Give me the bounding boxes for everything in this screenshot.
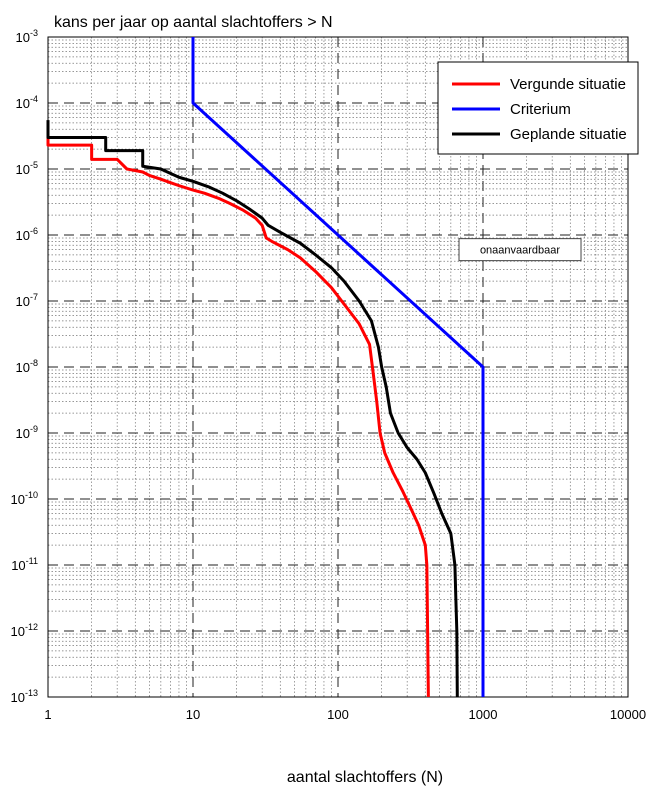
x-tick-label-3: 1000 — [469, 707, 498, 722]
y-tick-label-0: 10-3 — [16, 28, 38, 45]
y-ticks: 10-3 10-4 10-5 10-6 10-7 10-8 10-9 10-10 10-11 10… — [11, 28, 38, 705]
y-tick-label-2: 10-5 — [16, 160, 38, 177]
series-group — [46, 37, 485, 698]
y-tick-label-7: 10-10 — [11, 490, 38, 507]
y-tick-label-6: 10-9 — [16, 424, 38, 441]
legend: Vergunde situatie Criterium Geplande situa… — [437, 61, 639, 155]
legend-label-0: Vergunde situatie — [510, 76, 626, 93]
y-tick-label-4: 10-7 — [16, 292, 38, 309]
annotation-box — [458, 238, 582, 262]
legend-label-1: Criterium — [510, 101, 571, 118]
legend-label-2: Geplande situatie — [510, 126, 627, 143]
plot-frame — [47, 36, 629, 698]
y-tick-label-9: 10-12 — [11, 622, 38, 639]
annotation: onaanvaardbaar — [458, 238, 582, 262]
y-tick-label-5: 10-8 — [16, 358, 38, 375]
y-tick-label-1: 10-4 — [16, 94, 38, 111]
y-tick-label-8: 10-11 — [11, 556, 38, 573]
x-tick-label-4: 10000 — [610, 707, 646, 722]
x-tick-label-1: 10 — [186, 707, 200, 722]
x-axis-label: aantal slachtoffers (N) — [287, 769, 443, 786]
x-tick-label-2: 100 — [327, 707, 349, 722]
x-tick-label-0: 1 — [44, 707, 51, 722]
series-line-1 — [191, 37, 485, 697]
annotation-label: onaanvaardbaar — [480, 245, 560, 257]
y-tick-label-3: 10-6 — [16, 226, 38, 243]
series-line-2 — [46, 120, 459, 698]
axis-frame — [47, 36, 629, 698]
series-line-0 — [46, 129, 430, 698]
y-tick-label-10: 10-13 — [11, 688, 38, 705]
chart-title: kans per jaar op aantal slachtoffers > N — [54, 14, 333, 31]
x-ticks: 1 10 100 1000 10000 — [44, 707, 646, 722]
